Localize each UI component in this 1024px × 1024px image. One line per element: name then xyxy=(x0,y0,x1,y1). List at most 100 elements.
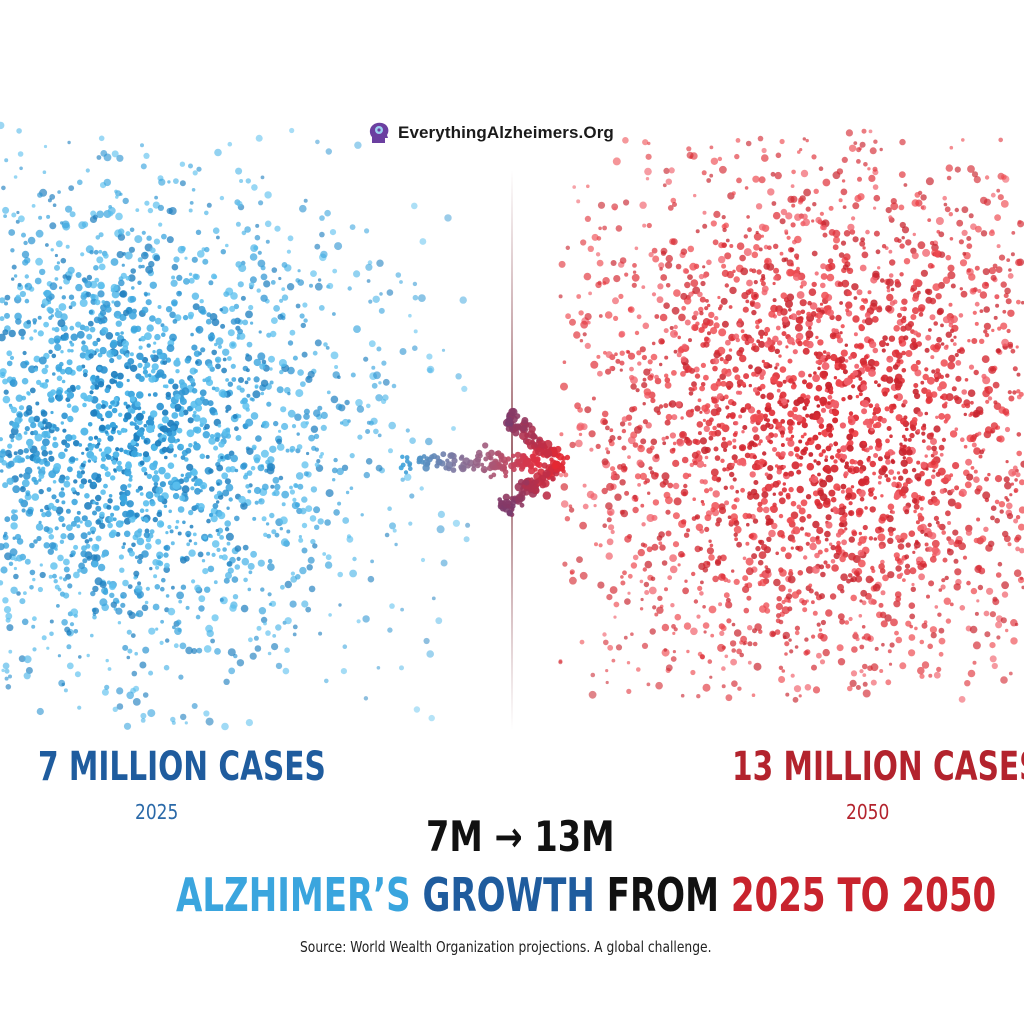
dot xyxy=(651,514,658,521)
dot xyxy=(67,266,75,274)
dot xyxy=(1004,426,1011,433)
dot xyxy=(286,283,295,291)
dot xyxy=(98,135,105,142)
dot xyxy=(879,611,887,619)
dot xyxy=(1016,389,1021,394)
dot xyxy=(50,562,58,570)
dot xyxy=(966,236,972,241)
dot xyxy=(261,516,267,522)
dot xyxy=(400,462,406,468)
dot xyxy=(921,622,928,629)
dot xyxy=(105,410,113,419)
dot xyxy=(60,257,67,264)
dot xyxy=(995,303,1000,308)
dot xyxy=(817,489,824,497)
dot xyxy=(795,256,799,260)
dot xyxy=(681,305,687,311)
dot xyxy=(256,288,261,293)
dot xyxy=(502,460,509,466)
dot xyxy=(45,379,49,383)
dot xyxy=(803,398,810,405)
dot xyxy=(13,274,18,278)
dot xyxy=(642,419,649,425)
dot xyxy=(1018,523,1024,531)
dot xyxy=(31,624,36,629)
dot xyxy=(639,346,646,353)
dot xyxy=(887,537,894,544)
dot xyxy=(188,277,195,284)
dot xyxy=(403,470,409,475)
dot xyxy=(52,436,57,441)
dot xyxy=(152,350,156,354)
dot xyxy=(733,578,740,586)
dot xyxy=(627,422,632,426)
dot xyxy=(345,490,350,495)
dot xyxy=(652,255,660,263)
dot xyxy=(758,340,766,348)
dot xyxy=(905,239,912,246)
dot xyxy=(11,509,16,515)
dot xyxy=(93,316,101,324)
dot xyxy=(680,416,684,420)
dot xyxy=(38,478,42,482)
dot xyxy=(181,387,190,396)
dot xyxy=(310,425,319,433)
dot xyxy=(651,292,657,297)
dot xyxy=(879,513,888,522)
dot xyxy=(798,197,804,203)
dot xyxy=(289,485,293,490)
dot xyxy=(778,584,786,592)
dot xyxy=(8,561,14,566)
dot xyxy=(865,229,870,235)
dot xyxy=(879,669,884,673)
dot xyxy=(149,315,156,322)
dot xyxy=(169,311,176,319)
dot xyxy=(265,239,270,244)
dot xyxy=(89,326,96,333)
dot xyxy=(149,247,156,254)
dot xyxy=(111,150,119,158)
dot xyxy=(825,514,832,521)
dot xyxy=(105,424,111,430)
dot xyxy=(2,534,7,538)
dot xyxy=(116,251,124,259)
dot xyxy=(781,669,786,673)
dot xyxy=(861,636,865,640)
dot xyxy=(953,395,960,401)
dot xyxy=(409,493,415,499)
dot xyxy=(248,570,253,575)
dot xyxy=(703,425,710,432)
dot xyxy=(92,607,100,615)
dot xyxy=(866,422,873,429)
dot xyxy=(122,197,129,205)
dot xyxy=(761,285,769,293)
dot xyxy=(758,551,767,559)
dot xyxy=(808,583,813,588)
dot xyxy=(862,246,866,250)
dot xyxy=(10,248,15,253)
dot xyxy=(6,624,14,632)
dot xyxy=(954,568,962,576)
dot xyxy=(942,195,947,201)
dot xyxy=(0,121,5,130)
dot xyxy=(560,483,569,491)
dot xyxy=(250,465,256,471)
dot xyxy=(133,570,140,577)
dot xyxy=(217,511,226,520)
dot xyxy=(808,452,814,457)
dot xyxy=(807,300,812,306)
dot xyxy=(663,403,669,409)
dot xyxy=(475,453,480,459)
dot xyxy=(165,306,173,313)
dot xyxy=(193,350,201,358)
dot xyxy=(67,140,71,145)
dot xyxy=(973,476,980,484)
dot xyxy=(893,394,899,399)
dot xyxy=(377,433,382,438)
dot xyxy=(821,429,828,437)
dot xyxy=(841,156,848,163)
dot xyxy=(845,301,853,309)
dot xyxy=(922,373,929,381)
dot xyxy=(825,521,833,529)
dot xyxy=(930,355,935,360)
